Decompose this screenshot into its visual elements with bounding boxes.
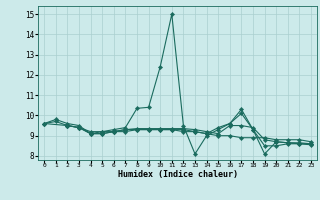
X-axis label: Humidex (Indice chaleur): Humidex (Indice chaleur) xyxy=(118,170,238,179)
